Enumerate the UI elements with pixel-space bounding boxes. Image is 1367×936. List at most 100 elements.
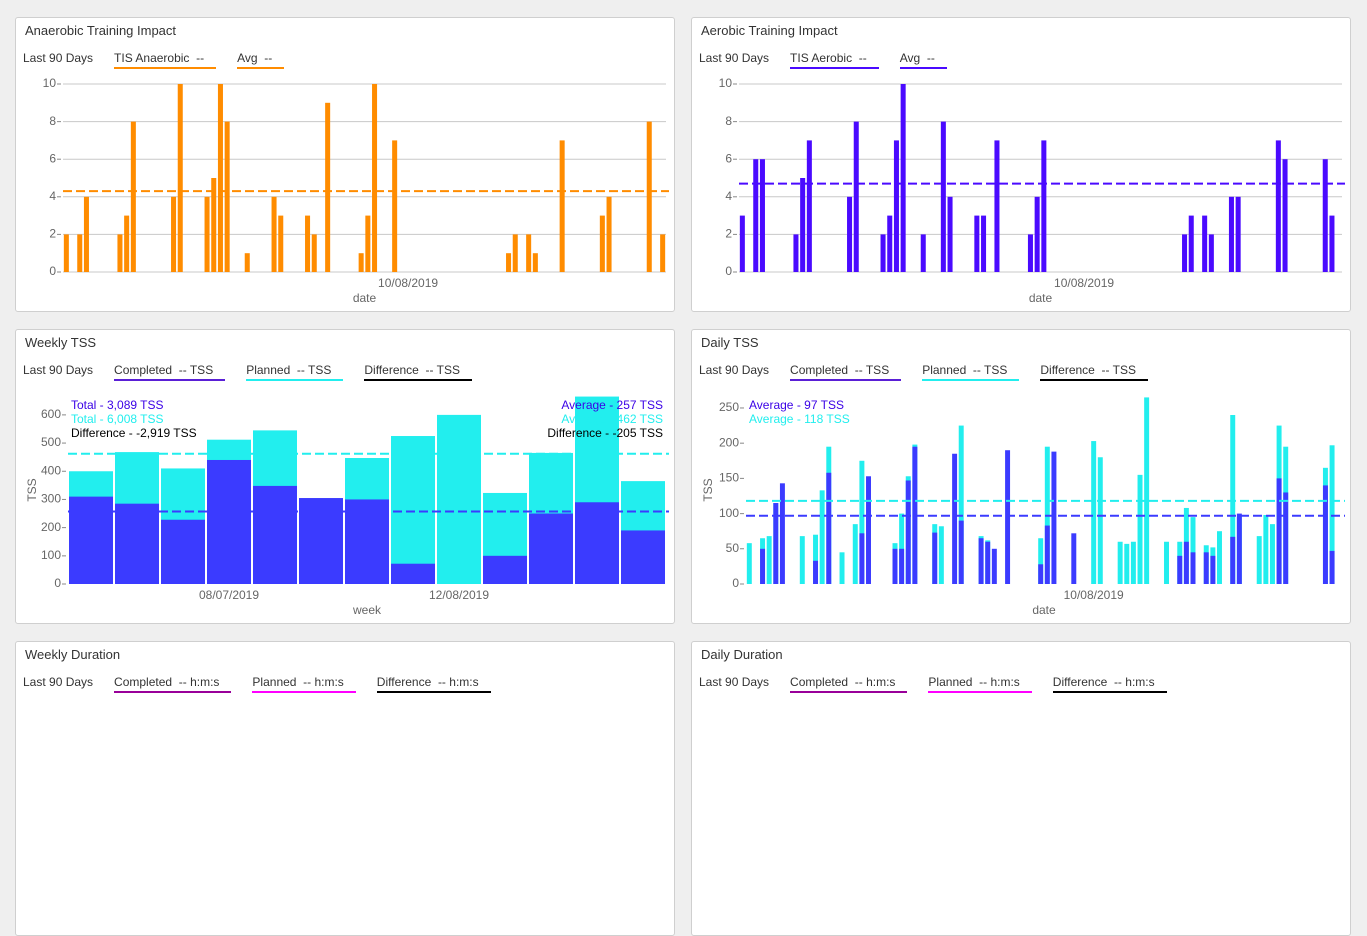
- bar: [161, 519, 205, 584]
- legend: Last 90 Days Completed -- h:m:s Planned --…: [23, 675, 512, 693]
- bar: [177, 84, 183, 272]
- bar: [1228, 196, 1234, 272]
- x-tick-label: 08/07/2019: [199, 588, 259, 602]
- bar: [575, 502, 619, 584]
- bar: [1329, 550, 1335, 584]
- bar: [887, 215, 893, 272]
- bar: [859, 460, 865, 584]
- bar: [1038, 564, 1044, 584]
- bar: [981, 215, 987, 272]
- bar: [1275, 140, 1281, 272]
- chart: 0 100 200 300 400 500 600 08/07/2019 12/08/2019 w…: [25, 396, 669, 617]
- bar: [1130, 541, 1136, 584]
- bar: [746, 543, 752, 584]
- bar: [365, 215, 371, 272]
- y-tick-label: 2: [725, 227, 732, 241]
- y-tick-label: 150: [719, 471, 739, 485]
- legend-item: Avg --: [237, 51, 285, 69]
- legend-item: Completed -- TSS: [114, 363, 226, 381]
- bar: [739, 215, 745, 272]
- bar: [1208, 234, 1214, 272]
- bar: [1322, 485, 1328, 584]
- bar: [800, 178, 806, 272]
- bar: [773, 503, 779, 584]
- annotation: Difference - -205 TSS: [547, 426, 663, 440]
- period-label: Last 90 Days: [23, 675, 94, 689]
- panel-title: Weekly TSS: [25, 335, 97, 350]
- bar: [526, 234, 532, 272]
- bar: [793, 234, 799, 272]
- bar: [766, 536, 772, 584]
- bar: [779, 483, 785, 584]
- bar: [115, 503, 159, 584]
- y-tick-label: 0: [725, 264, 732, 278]
- bar: [760, 548, 766, 584]
- chart: 0 50 100 150 200 250 10/08/2019 date TSS Average …: [701, 397, 1345, 617]
- dashboard: Anaerobic Training Impact Last 90 Days TIS…: [15, 17, 1351, 936]
- legend-item: Planned -- TSS: [922, 363, 1020, 381]
- y-tick-label: 200: [41, 520, 61, 534]
- bar: [813, 560, 819, 584]
- bar: [1117, 541, 1123, 584]
- bar: [646, 121, 652, 272]
- y-tick-label: 400: [41, 463, 61, 477]
- panel-title: Aerobic Training Impact: [701, 23, 838, 38]
- bar: [1183, 541, 1189, 584]
- bar: [1144, 397, 1150, 584]
- panel-title: Daily Duration: [701, 647, 783, 662]
- y-tick-label: 50: [726, 541, 740, 555]
- annotation: Difference - -2,919 TSS: [71, 426, 197, 440]
- bar: [224, 121, 230, 272]
- bar: [325, 102, 331, 272]
- bar: [1203, 552, 1209, 584]
- y-tick-label: 600: [41, 407, 61, 421]
- panel-title: Anaerobic Training Impact: [25, 23, 177, 38]
- bar: [529, 513, 573, 584]
- bar: [1041, 140, 1047, 272]
- bar: [1038, 538, 1044, 584]
- period-label: Last 90 Days: [699, 51, 770, 65]
- legend: Last 90 Days Completed -- h:m:s Planned --…: [699, 675, 1188, 693]
- y-tick-label: 0: [49, 264, 56, 278]
- x-tick-label: 12/08/2019: [429, 588, 489, 602]
- bar: [207, 459, 251, 584]
- x-axis-label: date: [1032, 603, 1056, 617]
- bar: [1044, 525, 1050, 584]
- bar: [372, 84, 378, 272]
- annotation: Average - 118 TSS: [749, 412, 850, 426]
- bar: [392, 140, 398, 272]
- bar: [1230, 415, 1236, 584]
- bar: [1236, 513, 1242, 584]
- bar: [978, 538, 984, 584]
- y-tick-label: 10: [719, 76, 733, 90]
- y-tick-label: 8: [49, 114, 56, 128]
- bar: [839, 552, 845, 584]
- bar: [753, 159, 759, 272]
- bar: [621, 530, 665, 584]
- bar: [506, 253, 512, 272]
- bar: [1034, 196, 1040, 272]
- chart-panel: Anaerobic Training Impact Last 90 Days TIS…: [15, 17, 675, 312]
- bar: [806, 140, 812, 272]
- annotation: Average - 257 TSS: [561, 398, 663, 412]
- x-axis-label: date: [353, 291, 377, 305]
- legend-item: Planned -- h:m:s: [928, 675, 1032, 693]
- bar: [217, 84, 223, 272]
- legend: Last 90 Days TIS Anaerobic -- Avg --: [23, 51, 305, 69]
- bar: [512, 234, 518, 272]
- bar: [1137, 474, 1143, 584]
- bar: [271, 196, 277, 272]
- bar: [1235, 196, 1241, 272]
- bar: [1329, 215, 1335, 272]
- bar: [952, 453, 958, 584]
- legend-item: Planned -- h:m:s: [252, 675, 356, 693]
- bar: [1182, 234, 1188, 272]
- bar: [1210, 555, 1216, 584]
- annotation: Average - 462 TSS: [561, 412, 663, 426]
- legend-item: TIS Aerobic --: [790, 51, 879, 69]
- bar: [892, 548, 898, 584]
- bar: [1188, 215, 1194, 272]
- y-axis-label: TSS: [25, 478, 39, 501]
